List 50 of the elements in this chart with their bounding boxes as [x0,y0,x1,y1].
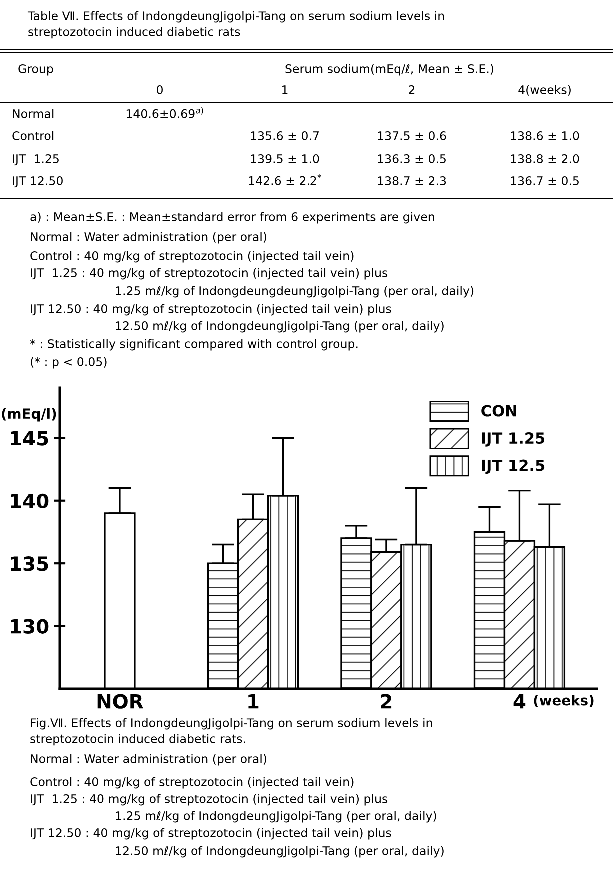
text: Control [12,131,54,140]
x-tick-label: 4 [514,694,526,709]
x-tick-label: 2 [381,694,392,709]
legend-label: CON [482,405,516,417]
text: 138.7 ± 2.3 [378,176,446,186]
text: IJT 12.50 [13,176,63,188]
text: Normal [13,109,54,118]
text: 138.6 ± 1.0 [511,131,580,140]
text: 4(weeks) [518,85,571,96]
text: 12.50 mℓ/kg of IndongdeungJigolpi-Tang (per oral, daily) [116,846,444,858]
text: 142.6 ± 2.2$^{*}$ [249,174,322,186]
text: 136.7 ± 0.5 [511,176,579,186]
text: (* : p < 0.05) [31,357,107,369]
y-tick-label: 135 [11,556,48,572]
y-tick-label: 130 [11,619,49,634]
text: IJT 12.50 : 40 mg/kg of streptozotocin (injected tail vein) plus [31,828,392,840]
text: IJT 1.25 [13,154,59,166]
text: Control : 40 mg/kg of streptozotocin (injected tail vein) [30,777,354,789]
x-axis-title: (weeks) [534,695,594,708]
text: Serum sodium(mEq/ℓ, Mean ± S.E.) [286,64,494,76]
text: 137.5 ± 0.6 [378,131,446,140]
x-tick-label: 1 [248,694,259,709]
y-tick-label: 140 [11,494,49,509]
text: a) : Mean±S.E. : Mean±standard error from 6 experiments are given [30,212,434,224]
x-tick-label: NOR [98,694,144,709]
text: Group [18,64,54,76]
text: 140.6±0.69$^{a)}$ [126,107,204,118]
text: 2 [409,85,415,94]
text: IJT 1.25 : 40 mg/kg of streptozotocin (injected tail vein) plus [31,794,388,806]
text: Table Ⅶ. Effects of IndongdeungJigolpi-Tang on serum sodium levels in streptozotocin induced diabetic rats [28,11,444,39]
text: Control : 40 mg/kg of streptozotocin (injected tail vein) [30,251,354,263]
y-axis-title: (mEq/l) [2,408,56,422]
text: Normal : Water administration (per oral) [31,232,267,244]
text: 135.6 ± 0.7 [251,131,319,140]
text: 1 [282,86,288,94]
y-tick-label: 145 [11,431,48,446]
text: 139.5 ± 1.0 [251,154,320,164]
legend-label: IJT 12.5 [482,460,545,474]
text: Normal : Water administration (per oral) [31,754,267,766]
text: 0 [157,85,163,94]
text: 12.50 mℓ/kg of IndongdeungJigolpi-Tang (per oral, daily) [116,321,444,333]
legend-label: IJT 1.25 [482,432,545,447]
text: Fig.Ⅶ. Effects of IndongdeungJigolpi-Tang on serum sodium levels in streptozotocin induced diabetic rats. [30,718,432,746]
text: 136.3 ± 0.5 [378,154,446,164]
text: 138.8 ± 2.0 [511,154,580,164]
text: * : Statistically significant compared with control group. [30,339,358,351]
text: IJT 12.50 : 40 mg/kg of streptozotocin (injected tail vein) plus [31,304,392,316]
text: 1.25 mℓ/kg of IndongdeungdeungJigolpi-Tang (per oral, daily) [116,286,474,298]
text: IJT 1.25 : 40 mg/kg of streptozotocin (injected tail vein) plus [31,268,388,280]
text: 1.25 mℓ/kg of IndongdeungJigolpi-Tang (per oral, daily) [116,811,436,823]
